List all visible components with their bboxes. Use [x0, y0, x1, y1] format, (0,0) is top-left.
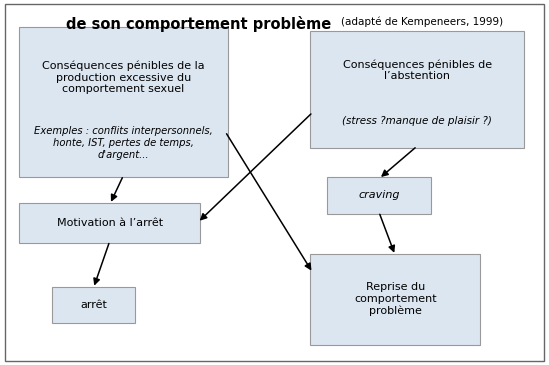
Text: (adapté de Kempeneers, 1999): (adapté de Kempeneers, 1999) [341, 16, 503, 27]
Text: de son comportement problème: de son comportement problème [66, 16, 331, 32]
Text: Conséquences pénibles de la
production excessive du
comportement sexuel: Conséquences pénibles de la production e… [42, 61, 205, 94]
FancyBboxPatch shape [5, 4, 544, 361]
Text: arrêt: arrêt [80, 300, 107, 310]
Text: Exemples : conflits interpersonnels,
honte, IST, pertes de temps,
d'argent...: Exemples : conflits interpersonnels, hon… [34, 127, 213, 160]
Text: (stress ?manque de plaisir ?): (stress ?manque de plaisir ?) [343, 116, 492, 126]
Text: Motivation à l’arrêt: Motivation à l’arrêt [57, 218, 163, 228]
FancyBboxPatch shape [19, 203, 200, 243]
FancyBboxPatch shape [327, 177, 431, 214]
Text: Reprise du
comportement
problème: Reprise du comportement problème [354, 283, 436, 316]
Text: craving: craving [358, 190, 400, 200]
FancyBboxPatch shape [19, 27, 228, 177]
FancyBboxPatch shape [310, 31, 524, 148]
FancyBboxPatch shape [52, 287, 135, 323]
Text: Conséquences pénibles de
l’abstention: Conséquences pénibles de l’abstention [343, 59, 492, 81]
FancyBboxPatch shape [310, 254, 480, 345]
